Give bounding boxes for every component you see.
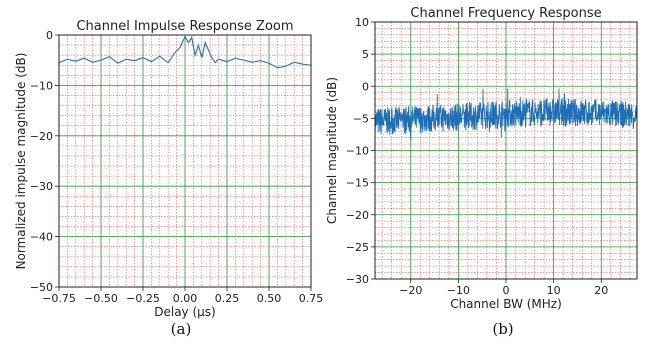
y-tick-label: −25 — [346, 241, 369, 254]
y-tick-label: 5 — [362, 48, 369, 61]
y-tick-label: −10 — [346, 145, 369, 158]
y-tick-label: 0 — [46, 29, 53, 42]
y-axis-label: Normalized impulse magnitude (dB) — [14, 53, 28, 270]
x-tick-label: −0.50 — [84, 292, 118, 305]
chart-title: Channel Impulse Response Zoom — [76, 19, 293, 34]
chart-title: Channel Frequency Response — [410, 6, 601, 21]
caption-b: (b) — [492, 320, 513, 338]
y-tick-label: −50 — [30, 281, 53, 294]
y-tick-label: −20 — [30, 130, 53, 143]
x-tick-label: 0 — [503, 284, 510, 297]
x-tick-label: 0.75 — [299, 292, 324, 305]
x-tick-label: 0.25 — [215, 292, 240, 305]
impulse-response-panel: −0.75 −0.50 −0.25 0.00 0.25 0.50 0.75 0 −10 −20 −3… — [14, 19, 323, 319]
y-axis-label: Channel magnitude (dB) — [325, 77, 339, 224]
plot-frame — [58, 34, 312, 288]
y-tick-label: −10 — [30, 79, 53, 92]
grid-0 — [58, 34, 312, 288]
x-tick-label: 0.50 — [257, 292, 282, 305]
x-tick-label: −20 — [399, 284, 422, 297]
y-tick-label: 0 — [362, 80, 369, 93]
grid-1 — [375, 21, 637, 280]
frequency-response-trace — [374, 88, 638, 141]
plot-frame — [374, 21, 638, 280]
frequency-response-panel: −20 −10 0 10 20 10 5 0 −5 −10 −15 −20 −25 −30 Channel … — [325, 6, 638, 311]
y-tick-label: −5 — [353, 112, 369, 125]
x-tick-label: −0.75 — [42, 292, 76, 305]
x-tick-label: −10 — [447, 284, 470, 297]
x-tick-label: 20 — [594, 284, 608, 297]
x-axis-label: Channel BW (MHz) — [450, 297, 562, 311]
caption-a: (a) — [171, 320, 192, 338]
x-tick-label: 10 — [547, 284, 561, 297]
y-tick-label: −20 — [346, 209, 369, 222]
y-tick-label: 10 — [355, 16, 369, 29]
x-tick-label: 0.00 — [173, 292, 198, 305]
y-tick-label: −15 — [346, 177, 369, 190]
x-axis-label: Delay (µs) — [154, 305, 215, 319]
x-tick-label: −0.25 — [126, 292, 160, 305]
impulse-response-line — [58, 35, 312, 69]
y-tick-label: −30 — [30, 180, 53, 193]
y-tick-label: −40 — [30, 231, 53, 244]
y-tick-label: −30 — [346, 273, 369, 286]
